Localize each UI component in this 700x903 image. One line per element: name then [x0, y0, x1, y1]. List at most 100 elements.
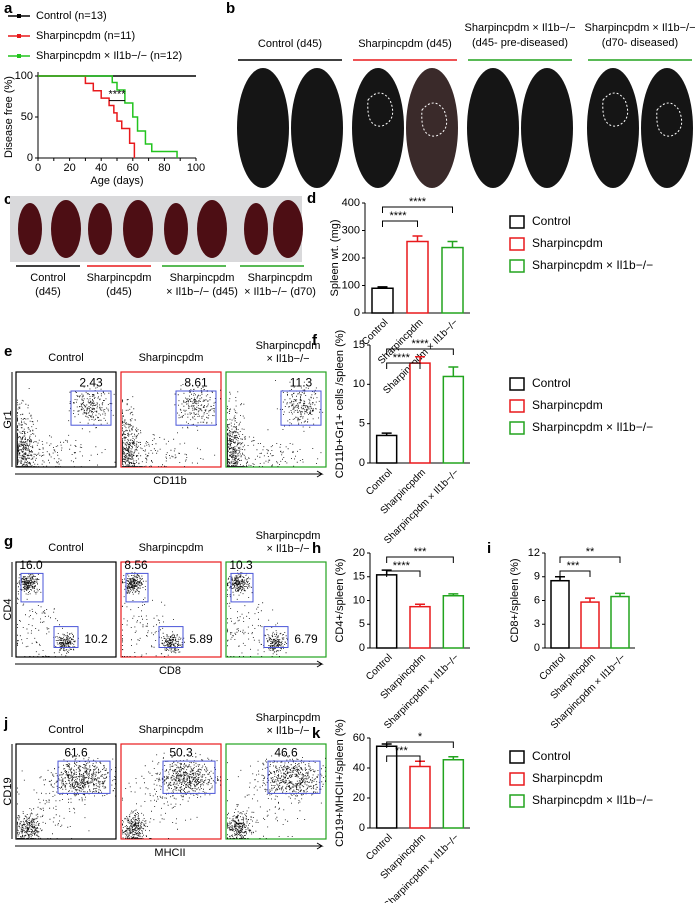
gate	[53, 626, 79, 648]
gate	[162, 760, 216, 794]
legend-label: Control	[532, 214, 571, 228]
significance-bracket	[382, 220, 418, 227]
plot-title: Control	[48, 542, 83, 554]
spleen	[244, 203, 268, 255]
bar	[610, 595, 630, 649]
bar	[371, 287, 394, 314]
error-bar	[415, 356, 425, 364]
photo-label: × Il1b−/− (d45)	[166, 286, 238, 298]
plot-title: Sharpincpdm	[256, 530, 321, 542]
y-tick-label: 10	[353, 594, 365, 606]
gate	[280, 390, 322, 426]
error-bar	[381, 432, 392, 436]
legend-label: Sharpincpdm × Il1b−/− (n=12)	[36, 50, 182, 62]
panel-label: g	[4, 533, 13, 550]
photo-label: Sharpincpdm × Il1b−/−	[465, 22, 576, 34]
plot-title: Control	[48, 724, 83, 736]
y-tick-label: 60	[353, 732, 365, 744]
legend-label: Control	[532, 749, 571, 763]
panel-label: c	[4, 191, 12, 208]
x-axis-label: Age (days)	[90, 175, 143, 187]
gate-percent: 8.56	[124, 558, 148, 572]
mouse-photo	[291, 68, 343, 188]
gate	[267, 760, 321, 794]
y-axis-label: CD19	[2, 777, 14, 805]
plot-frame	[225, 371, 327, 468]
significance-bracket	[386, 755, 421, 762]
y-tick-label: 40	[353, 762, 365, 774]
gate	[70, 390, 112, 426]
gate	[125, 572, 149, 603]
significance-bracket	[382, 206, 453, 213]
y-tick-label: 0	[359, 457, 365, 469]
event-dots	[17, 573, 79, 657]
significance-bracket	[559, 570, 591, 577]
significance-bracket	[386, 348, 454, 355]
photo-label: (d45)	[35, 286, 61, 298]
spleen	[18, 203, 42, 255]
legend-label: Sharpincpdm	[532, 236, 603, 250]
mouse-photo	[237, 68, 289, 188]
gate-percent: 10.3	[229, 558, 253, 572]
error-bar	[415, 603, 425, 607]
legend-label: Control (n=13)	[36, 10, 107, 22]
bar	[409, 605, 431, 649]
panel-label: k	[312, 725, 321, 742]
error-bar	[615, 592, 625, 597]
mouse-photo	[587, 68, 639, 188]
significance-label: ***	[414, 546, 428, 558]
y-tick-label: 10	[353, 378, 365, 390]
significance-label: ***	[567, 560, 581, 572]
bar	[550, 579, 570, 649]
bar	[442, 595, 465, 649]
x-tick-label: 0	[35, 162, 41, 174]
gate-percent: 61.6	[64, 746, 88, 760]
legend-swatch	[509, 421, 525, 435]
gate	[20, 572, 44, 603]
error-bar	[585, 597, 595, 603]
y-tick-label: 20	[353, 547, 365, 559]
plot-title: Control	[48, 352, 83, 364]
y-tick-label: 300	[342, 224, 360, 236]
plot-frame	[15, 371, 117, 468]
panel-label: f	[312, 332, 318, 349]
photo-label: Sharpincpdm	[170, 272, 235, 284]
spleen	[88, 203, 112, 255]
gate	[175, 390, 217, 426]
significance-bracket	[386, 570, 421, 577]
legend-swatch	[509, 377, 525, 391]
photo-label: (d70- diseased)	[602, 37, 678, 49]
lesion-outline	[656, 102, 683, 137]
bar	[580, 601, 600, 649]
error-bar	[448, 756, 459, 760]
x-tick-label: Control	[364, 832, 395, 863]
spleen	[197, 200, 227, 258]
y-axis-label: CD8+/spleen (%)	[509, 558, 521, 642]
bar	[409, 765, 431, 829]
y-tick-label: 15	[353, 339, 365, 351]
photo-label: × Il1b−/− (d70)	[244, 286, 316, 298]
y-axis-label: CD11b+Gr1+ cells /spleen (%)	[334, 330, 346, 478]
photo-label: (d45- pre-diseased)	[472, 37, 568, 49]
legend-swatch	[509, 772, 525, 786]
gate	[57, 760, 111, 794]
y-tick-label: 5	[359, 418, 365, 430]
gate-percent: 6.79	[294, 632, 318, 646]
significance-label: ****	[409, 196, 427, 208]
bar	[441, 246, 464, 314]
bar	[375, 574, 398, 649]
y-axis-label: Disease free (%)	[3, 76, 15, 158]
mouse-photo	[467, 68, 519, 188]
y-tick-label: 6	[534, 594, 540, 606]
legend-label: Sharpincpdm (n=11)	[36, 30, 135, 42]
spleen	[123, 200, 153, 258]
x-axis-label: CD11b	[153, 475, 186, 487]
legend-swatch	[509, 794, 525, 808]
photo-label: (d45)	[106, 286, 132, 298]
error-bar	[377, 286, 388, 289]
legend-marker	[17, 34, 21, 38]
error-bar	[447, 240, 458, 248]
plot-title: × Il1b−/−	[266, 725, 309, 737]
bar	[406, 240, 429, 314]
